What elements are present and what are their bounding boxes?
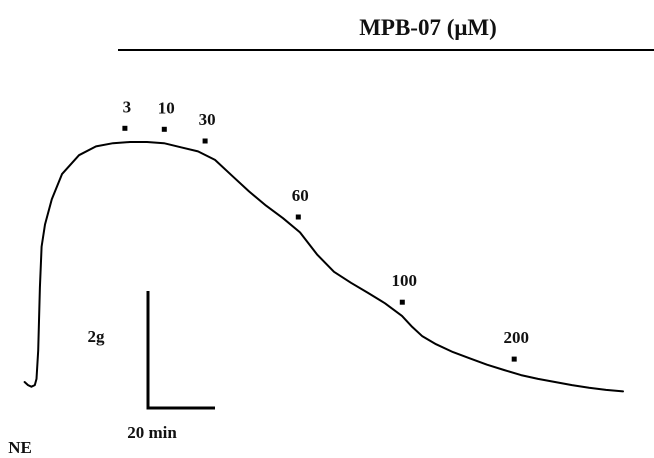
dose-marker-label: 10 — [158, 98, 175, 117]
dose-marker-dot — [122, 125, 128, 131]
scale-bar-force-label: 2g — [88, 327, 106, 346]
dose-marker-label: 30 — [199, 110, 216, 129]
dose-marker-label: 100 — [392, 271, 418, 290]
dose-marker-label: 60 — [292, 186, 309, 205]
tension-trace-line — [23, 141, 624, 393]
chart-title: MPB-07 (μM) — [359, 15, 497, 40]
dose-marker-dot — [202, 138, 208, 144]
scale-bar: 2g 20 min — [88, 291, 215, 442]
dose-marker-dot — [511, 356, 517, 362]
stimulus-label: NE — [8, 438, 32, 457]
dose-marker-dot — [399, 299, 405, 305]
scale-bar-time-label: 20 min — [127, 423, 177, 442]
dose-marker-dot — [295, 214, 301, 220]
dose-marker-dot — [161, 126, 167, 132]
dose-marker-label: 3 — [123, 97, 132, 116]
dose-markers: 3 10 30 60 100 200 — [122, 97, 529, 362]
dose-marker-label: 200 — [503, 328, 529, 347]
